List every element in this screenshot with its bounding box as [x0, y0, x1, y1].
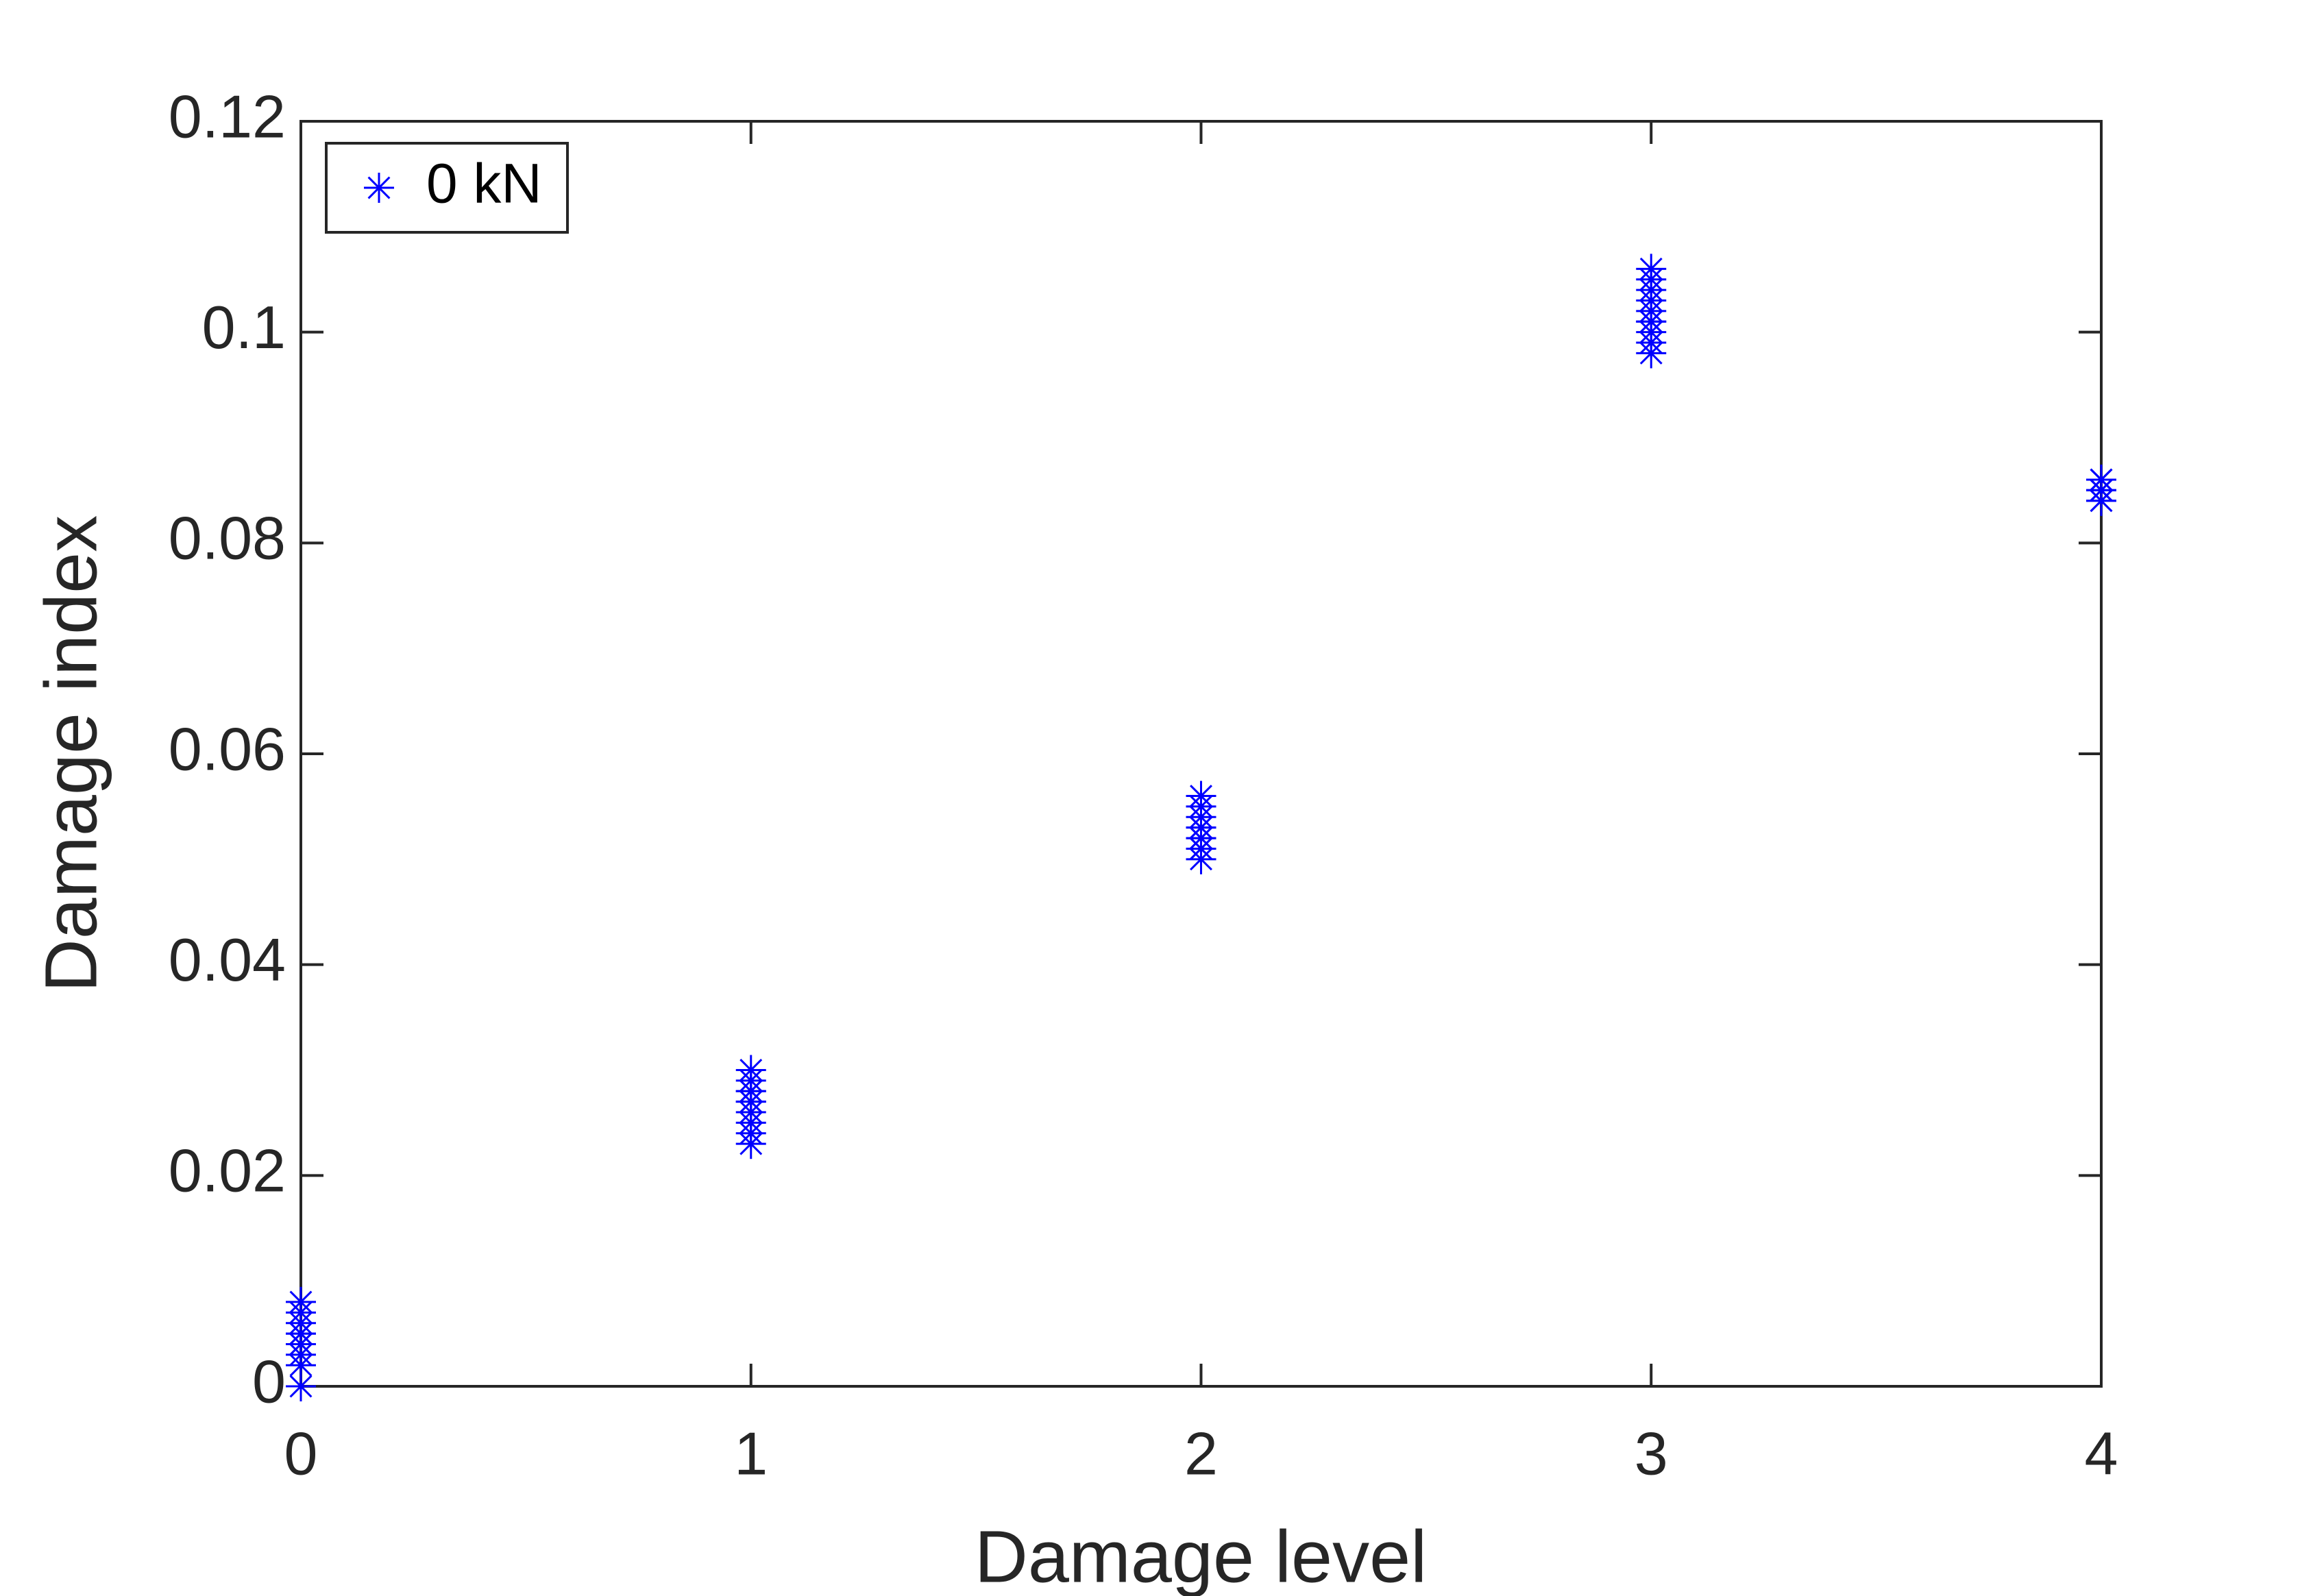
y-tick-label: 0.12	[169, 82, 286, 150]
legend-marker	[364, 173, 394, 203]
x-tick-label: 3	[1635, 1419, 1668, 1487]
y-axis-label: Damage index	[29, 515, 112, 992]
marker-stroke	[739, 1059, 763, 1081]
marker-stroke	[2090, 468, 2113, 491]
point	[1186, 781, 1216, 811]
plot-frame	[299, 120, 2103, 1388]
point	[286, 1286, 316, 1317]
point	[2086, 465, 2116, 495]
y-tick-label: 0	[252, 1347, 286, 1415]
marker-stroke	[1190, 785, 1212, 807]
x-tick-label: 0	[284, 1419, 318, 1487]
legend-label: 0 kN	[426, 153, 542, 215]
point	[735, 1055, 766, 1085]
y-tick-label: 0.06	[169, 715, 286, 783]
y-tick-label: 0.08	[169, 504, 286, 572]
y-tick-label: 0.04	[169, 926, 286, 994]
legend: 0 kN	[325, 142, 569, 234]
y-tick-label: 0.1	[202, 293, 286, 361]
y-tick-label: 0.02	[169, 1137, 286, 1205]
x-tick-label: 1	[734, 1419, 768, 1487]
marker-stroke	[289, 1290, 313, 1314]
x-tick-label: 2	[1184, 1419, 1218, 1487]
marker-stroke	[289, 1375, 313, 1398]
marker-stroke	[367, 176, 391, 199]
point	[1636, 254, 1667, 284]
x-tick-label: 4	[2085, 1419, 2118, 1487]
x-axis-label: Damage level	[975, 1515, 1427, 1596]
marker-stroke	[1639, 257, 1663, 280]
